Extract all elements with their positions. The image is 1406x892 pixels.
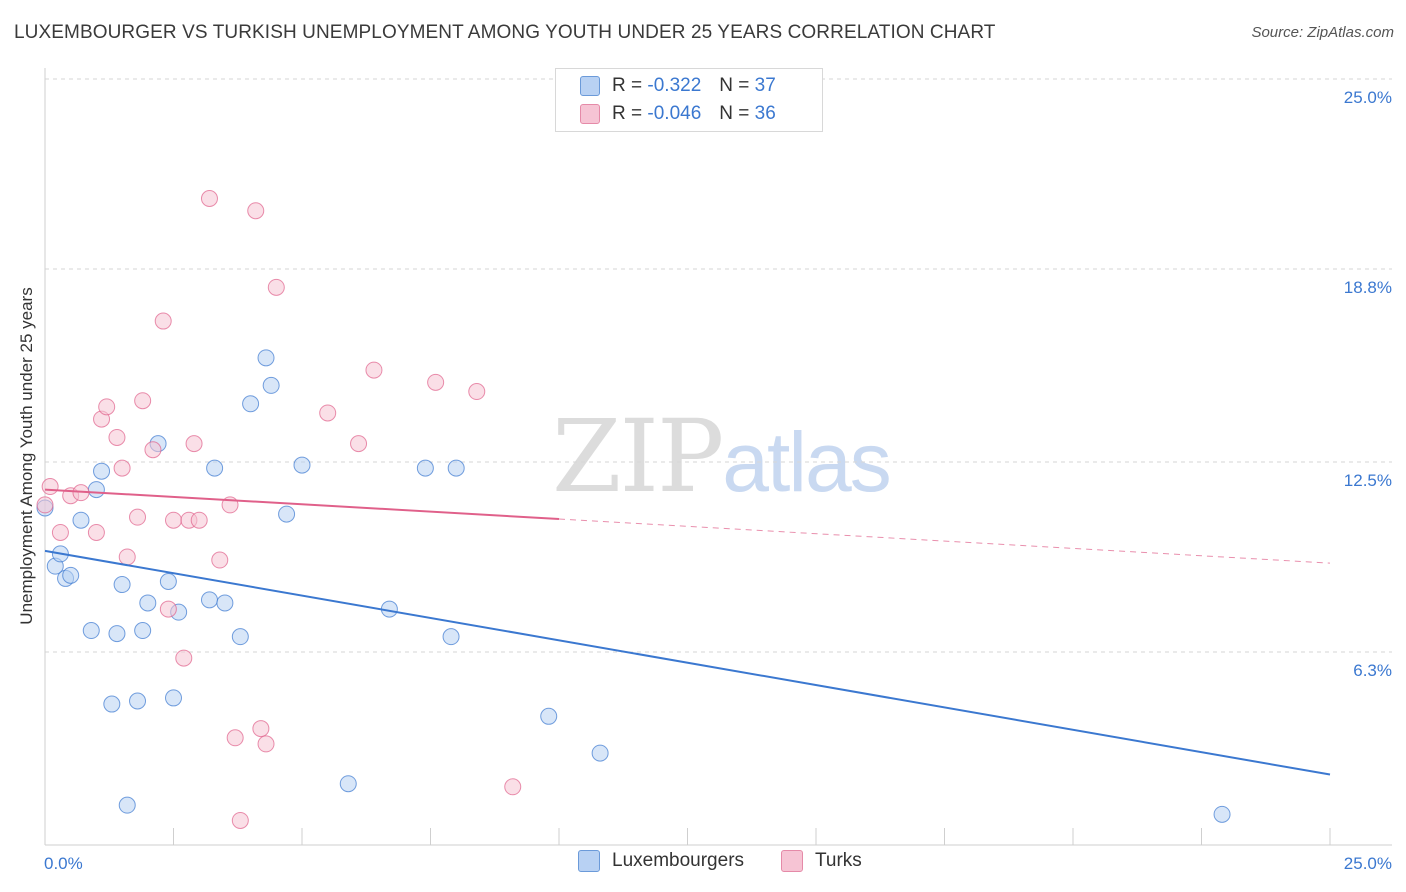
data-point-luxembourgers [62, 566, 80, 584]
data-point-luxembourgers [134, 622, 152, 640]
data-point-turks [113, 459, 131, 477]
y-tick-label: 12.5% [1344, 471, 1392, 490]
data-point-luxembourgers [242, 395, 260, 413]
data-point-luxembourgers [113, 576, 131, 594]
data-point-luxembourgers [262, 376, 280, 394]
data-point-turks [154, 312, 172, 330]
data-point-luxembourgers [278, 505, 296, 523]
data-point-luxembourgers [87, 481, 105, 499]
data-point-turks [365, 361, 383, 379]
watermark-zip: ZIP [552, 398, 724, 515]
data-point-turks [350, 435, 368, 453]
data-point-turks [118, 548, 136, 566]
data-point-luxembourgers [129, 692, 147, 710]
data-point-luxembourgers [72, 511, 90, 529]
data-point-turks [211, 551, 229, 569]
data-point-turks [231, 811, 249, 829]
data-point-luxembourgers [293, 456, 311, 474]
data-point-turks [200, 189, 218, 207]
data-point-turks [252, 720, 270, 738]
data-point-turks [108, 428, 126, 446]
legend-n-value-turks: 36 [754, 103, 776, 124]
data-point-luxembourgers [103, 695, 121, 713]
y-tick-label: 6.3% [1353, 661, 1392, 680]
data-point-luxembourgers [139, 594, 157, 612]
data-point-turks [468, 383, 486, 401]
legend-r-value-turks: -0.046 [647, 103, 702, 124]
trend-line-turks [44, 488, 560, 520]
data-point-turks [134, 392, 152, 410]
data-point-turks [185, 435, 203, 453]
data-point-turks [226, 729, 244, 747]
legend-r-label: R = [612, 103, 643, 124]
legend-r-label: R = [612, 75, 643, 96]
legend-r-value-luxembourgers: -0.322 [647, 75, 702, 96]
y-tick-label: 25.0% [1344, 88, 1392, 107]
data-point-luxembourgers [447, 459, 465, 477]
data-point-luxembourgers [416, 459, 434, 477]
bottom-legend-swatch-luxembourgers [578, 850, 600, 872]
chart-source: Source: ZipAtlas.com [1251, 24, 1394, 41]
data-point-turks [41, 478, 59, 496]
data-point-luxembourgers [257, 349, 275, 367]
data-point-turks [190, 511, 208, 529]
data-point-turks [36, 496, 54, 514]
data-point-turks [51, 523, 69, 541]
bottom-legend-label-turks: Turks [815, 850, 862, 871]
x-tick-label: 25.0% [1344, 854, 1392, 873]
data-point-turks [175, 649, 193, 667]
legend-n-value-luxembourgers: 37 [754, 75, 776, 96]
trend-line-luxembourgers [44, 549, 1331, 776]
data-point-turks [165, 511, 182, 529]
legend-n-label: N = [719, 75, 750, 96]
data-point-luxembourgers [82, 622, 100, 640]
x-tick-label: 0.0% [44, 854, 83, 873]
bottom-legend-swatch-turks [781, 850, 803, 872]
legend-row-turks: R = -0.046 N = 36 [580, 101, 776, 127]
data-point-turks [267, 278, 285, 296]
correlation-legend: R = -0.322 N = 37 R = -0.046 N = 36 [555, 68, 823, 132]
data-point-luxembourgers [118, 796, 136, 814]
trend-line-extension-turks [558, 518, 1331, 564]
data-point-turks [427, 373, 445, 391]
data-point-turks [319, 404, 337, 422]
legend-swatch-turks [580, 104, 600, 124]
legend-n-label: N = [719, 103, 750, 124]
bottom-legend-luxembourgers: Luxembourgers [578, 850, 744, 872]
data-point-luxembourgers [200, 591, 218, 609]
data-point-luxembourgers [165, 689, 182, 707]
data-point-luxembourgers [442, 628, 460, 646]
data-point-turks [257, 735, 275, 753]
data-point-turks [504, 778, 522, 796]
legend-swatch-luxembourgers [580, 76, 600, 96]
data-point-luxembourgers [1213, 805, 1231, 823]
legend-row-luxembourgers: R = -0.322 N = 37 [580, 73, 776, 99]
data-point-luxembourgers [591, 744, 609, 762]
data-point-turks [129, 508, 147, 526]
bottom-legend-turks: Turks [781, 850, 862, 872]
data-point-turks [159, 600, 177, 618]
data-point-luxembourgers [206, 459, 224, 477]
data-point-luxembourgers [540, 707, 558, 725]
data-point-turks [87, 523, 105, 541]
bottom-legend-label-luxembourgers: Luxembourgers [612, 850, 745, 871]
data-point-turks [144, 441, 162, 459]
y-tick-label: 18.8% [1344, 278, 1392, 297]
y-axis-label: Unemployment Among Youth under 25 years [17, 287, 36, 625]
data-point-luxembourgers [108, 625, 126, 643]
data-point-luxembourgers [93, 462, 111, 480]
data-point-luxembourgers [231, 628, 249, 646]
data-point-luxembourgers [216, 594, 234, 612]
data-point-turks [247, 202, 265, 220]
data-point-luxembourgers [339, 775, 357, 793]
data-point-turks [98, 398, 116, 416]
data-point-luxembourgers [159, 572, 177, 590]
chart-title: LUXEMBOURGER VS TURKISH UNEMPLOYMENT AMO… [14, 22, 996, 43]
